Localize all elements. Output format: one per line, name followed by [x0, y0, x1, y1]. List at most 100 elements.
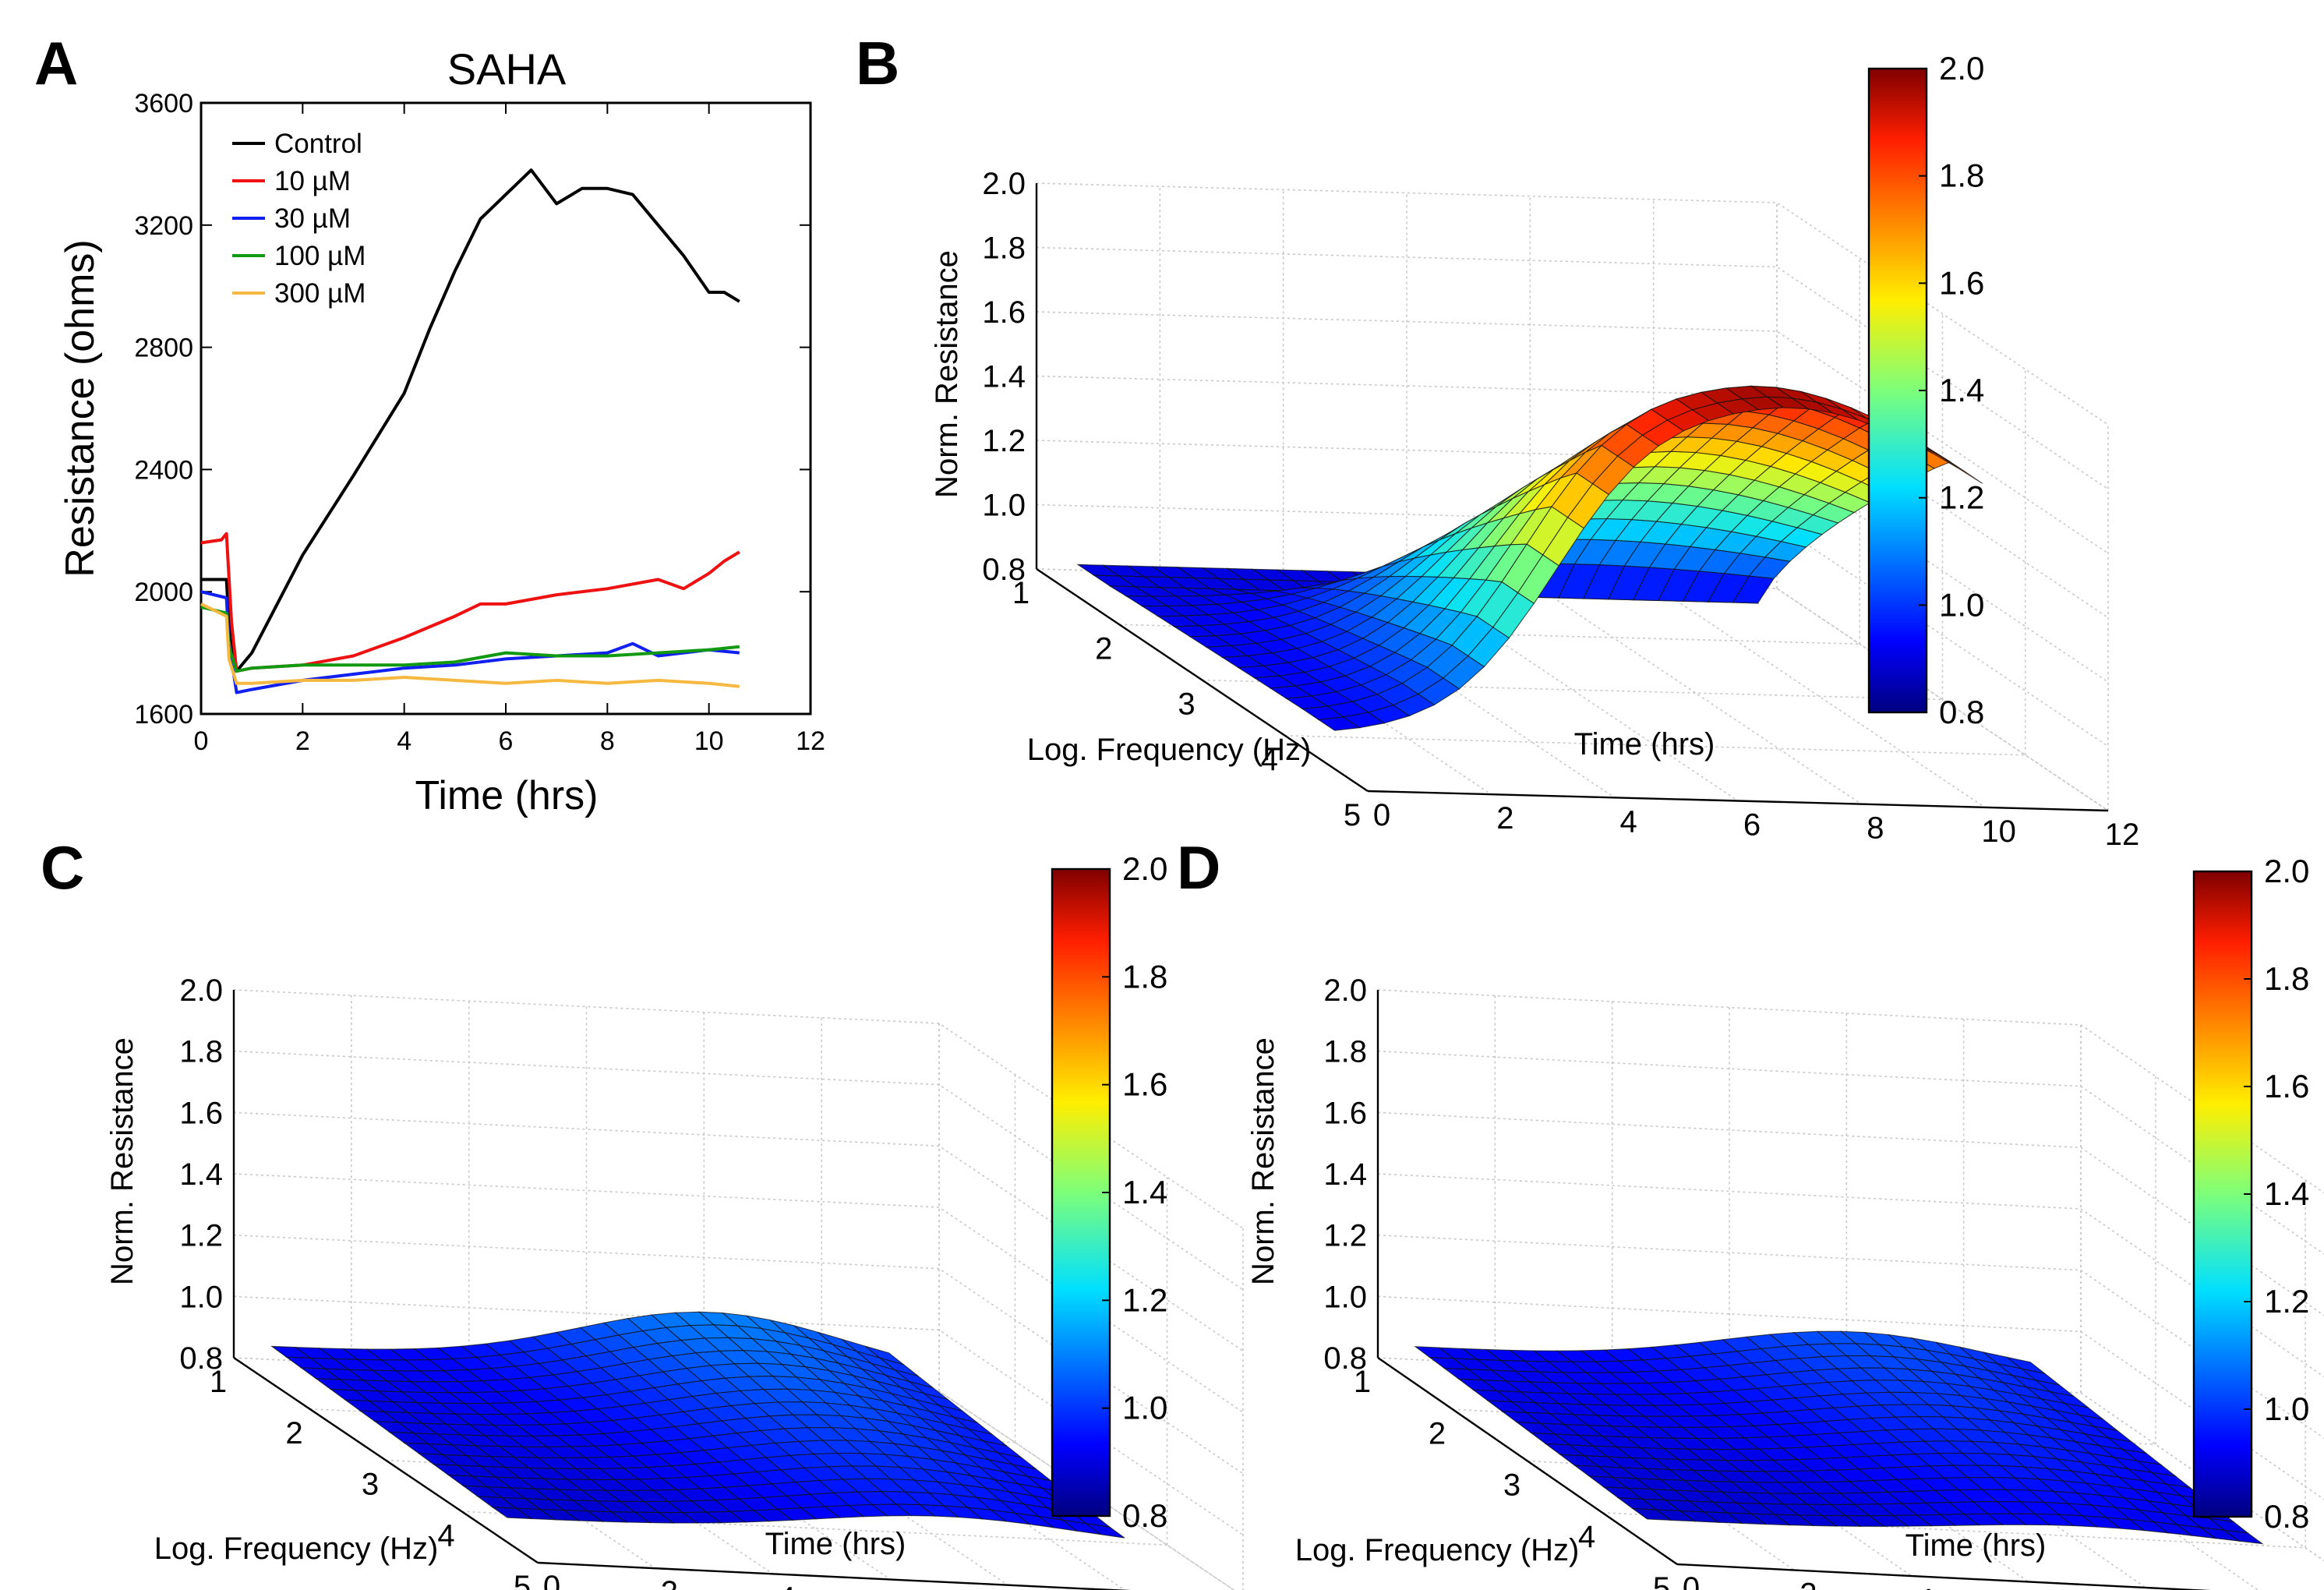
floor-grid-line — [1284, 734, 2026, 756]
time-tick-label: 8 — [1867, 811, 1884, 846]
frequency-tick-label: 1 — [210, 1365, 227, 1399]
panel-c: C 123450246810120.81.01.21.41.61.82.0Log… — [41, 833, 1244, 1590]
frequency-tick-label: 5 — [1653, 1571, 1670, 1590]
series-line-30-m — [200, 590, 740, 694]
colorbar-tick-label: 0.8 — [2264, 1498, 2309, 1535]
series-line-10-m — [200, 532, 740, 673]
wall-grid-line — [1036, 182, 2109, 426]
colorbar-tick-label: 2.0 — [1122, 850, 1167, 887]
wall-grid-line — [1036, 375, 2109, 619]
wall-grid-line — [1036, 440, 2109, 683]
floor-grid-line — [1676, 1564, 2206, 1590]
time-tick-label: 2 — [1496, 801, 1513, 836]
colorbar-tick-label: 1.8 — [1939, 157, 1984, 194]
series-line-300-m — [200, 602, 740, 688]
z-tick-label: 1.6 — [1323, 1096, 1367, 1130]
frequency-tick-label: 1 — [1012, 576, 1030, 610]
colorbar — [1051, 867, 1111, 1518]
wall-grid-line — [1036, 311, 2109, 554]
time-tick-label: 2 — [1800, 1578, 1817, 1590]
time-tick-label: 0 — [543, 1570, 560, 1590]
time-axis-label: Time (hrs) — [1905, 1528, 2047, 1563]
z-tick-label: 1.0 — [179, 1280, 223, 1314]
frequency-tick-label: 1 — [1354, 1365, 1371, 1399]
series-line-100-m — [200, 605, 740, 673]
time-axis-line — [537, 1561, 1132, 1590]
y-tick-label: 2800 — [134, 334, 193, 363]
x-tick-label: 2 — [295, 726, 310, 756]
frequency-axis-line — [1377, 1357, 1678, 1565]
colorbar-tick-label: 1.0 — [1939, 586, 1984, 623]
wall-grid-line — [233, 1295, 1244, 1535]
x-tick-label: 10 — [694, 726, 724, 756]
colorbar-tick-label: 1.6 — [2264, 1068, 2309, 1104]
z-tick-label: 1.8 — [982, 231, 1026, 266]
frequency-axis-label: Log. Frequency (Hz) — [1295, 1533, 1580, 1567]
legend-entry: 10 µM — [274, 166, 351, 196]
colorbar-tick-label: 1.6 — [1939, 264, 1984, 301]
colorbar-tick-label: 1.2 — [2264, 1283, 2309, 1320]
colorbar-tick-label: 0.8 — [1122, 1497, 1167, 1534]
z-tick-label: 1.2 — [1323, 1219, 1367, 1253]
z-tick-label: 1.2 — [982, 424, 1026, 458]
surface-mesh — [1414, 1330, 2264, 1545]
z-tick-label: 1.4 — [179, 1157, 223, 1192]
surface-mesh — [270, 1311, 1125, 1539]
z-tick-label: 1.6 — [982, 295, 1026, 330]
panel-label-b: B — [856, 29, 899, 97]
time-tick-label: 4 — [779, 1581, 796, 1590]
floor-grid-line — [938, 1390, 1235, 1590]
frequency-tick-label: 4 — [437, 1518, 454, 1553]
time-axis-line — [1676, 1563, 2212, 1590]
x-tick-label: 8 — [600, 726, 615, 756]
chart-a-legend: Control 10 µM 30 µM 100 µM 300 µM — [232, 129, 366, 309]
frequency-tick-label: 5 — [1344, 798, 1361, 832]
x-tick-label: 12 — [796, 726, 825, 756]
z-tick-label: 0.8 — [982, 553, 1026, 587]
z-tick-label: 1.8 — [1323, 1035, 1367, 1069]
colorbar-tick-label: 1.4 — [1122, 1174, 1167, 1210]
wall-grid-line — [1377, 1050, 2324, 1255]
time-tick-label: 6 — [2034, 1589, 2051, 1590]
frequency-tick-label: 2 — [1095, 631, 1112, 666]
time-tick-label: 4 — [1620, 804, 1637, 839]
z-axis-label: Norm. Resistance — [1246, 1037, 1280, 1285]
time-tick-label: 12 — [2105, 818, 2140, 852]
y-tick-label: 1600 — [134, 700, 193, 730]
z-axis-label: Norm. Resistance — [930, 250, 964, 498]
series-line-control — [201, 168, 740, 673]
frequency-axis-line — [233, 1357, 539, 1564]
time-tick-label: 0 — [1683, 1571, 1700, 1590]
x-tick-label: 4 — [397, 726, 411, 756]
panel-label-d: D — [1177, 833, 1220, 902]
y-tick-label: 2000 — [134, 578, 193, 607]
wall-grid-line — [1377, 989, 2324, 1194]
wall-grid-line — [1036, 246, 2109, 490]
wall-grid-line — [233, 1173, 1244, 1413]
frequency-axis-line — [1036, 568, 1369, 792]
z-tick-label: 1.0 — [982, 489, 1026, 523]
floor-grid-line — [1653, 585, 1986, 808]
panel-d: D 123450246810120.81.01.21.41.61.82.0Log… — [1177, 833, 2324, 1590]
panel-label-a: A — [34, 29, 78, 97]
wall-grid-line — [1377, 1111, 2324, 1316]
colorbar — [1867, 67, 1928, 714]
time-tick-label: 6 — [1743, 808, 1761, 843]
z-tick-label: 2.0 — [982, 167, 1026, 201]
colorbar-tick-label: 2.0 — [1939, 50, 1984, 87]
time-tick-label: 10 — [1981, 814, 2016, 849]
time-axis-label: Time (hrs) — [765, 1527, 906, 1561]
time-tick-label: 2 — [661, 1575, 678, 1590]
frequency-tick-label: 2 — [1429, 1416, 1446, 1450]
panel-a: A SAHA 0 2 4 6 8 10 12 1600 2000 2400 2800 3200 3600… — [34, 29, 825, 818]
legend-entry: 300 µM — [274, 278, 366, 309]
wall-grid-line — [1377, 1173, 2324, 1378]
colorbar-tick-label: 1.8 — [2264, 960, 2309, 997]
wall-grid-line — [233, 1050, 1244, 1291]
z-tick-label: 1.0 — [1323, 1280, 1367, 1314]
z-tick-label: 1.2 — [179, 1219, 223, 1253]
z-tick-label: 1.4 — [1323, 1157, 1367, 1192]
y-tick-label: 3600 — [134, 89, 193, 118]
frequency-axis-label: Log. Frequency (Hz) — [154, 1532, 439, 1566]
y-tick-label: 3200 — [134, 211, 193, 241]
